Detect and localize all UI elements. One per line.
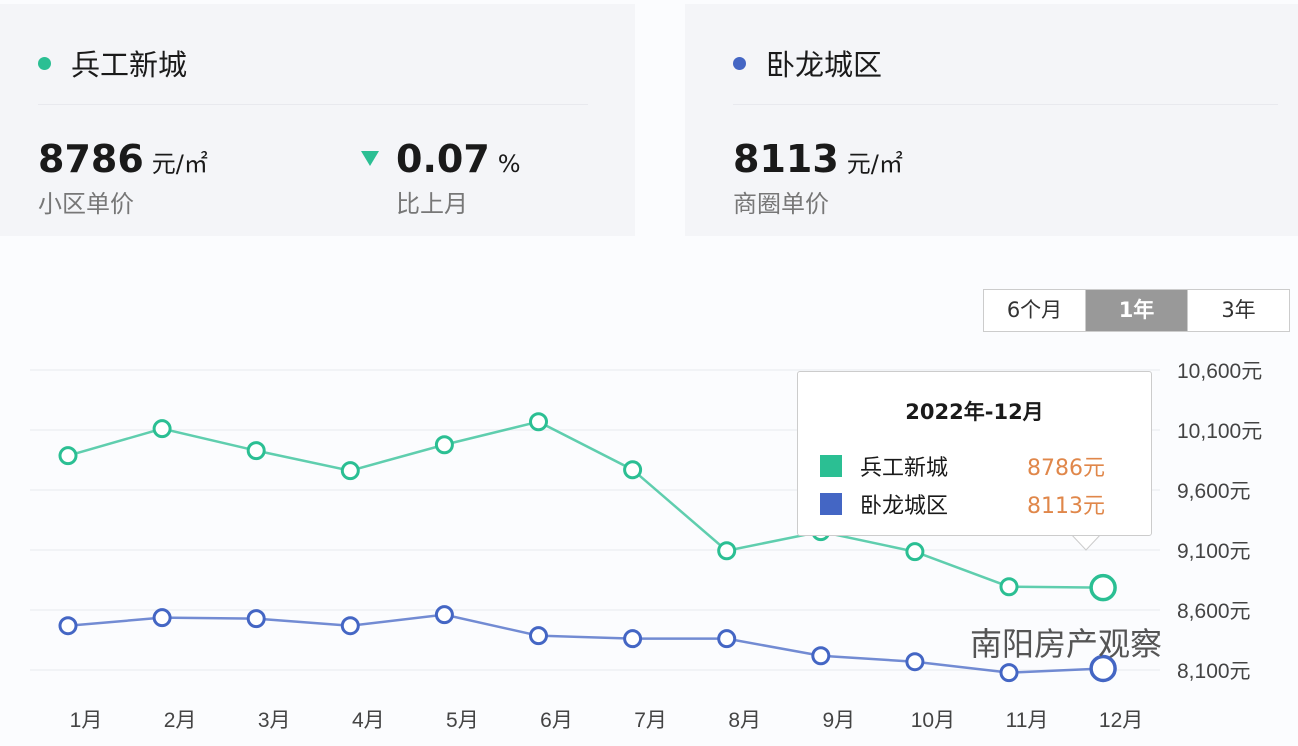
data-point: [152, 608, 172, 628]
data-point: [434, 435, 454, 455]
data-point: [340, 461, 360, 481]
data-point: [58, 616, 78, 636]
x-tick-label: 11月: [1006, 709, 1049, 732]
range-selector: 6个月 1年 3年: [983, 289, 1290, 332]
card-title: 兵工新城: [38, 42, 187, 84]
y-tick-label: 10,100元: [1177, 420, 1262, 443]
change-number: 0.07: [396, 137, 490, 181]
card-name: 卧龙城区: [766, 48, 883, 82]
x-tick-label: 3月: [258, 709, 291, 732]
card-name: 兵工新城: [71, 48, 188, 82]
y-tick-label: 9,600元: [1177, 480, 1251, 503]
x-tick-label: 4月: [352, 709, 385, 732]
legend-swatch-icon: [820, 493, 842, 515]
price-unit: 元/㎡: [846, 150, 903, 178]
price-label: 小区单价: [38, 190, 134, 218]
data-point: [529, 412, 548, 432]
x-tick-label: 6月: [540, 709, 573, 732]
y-tick-label: 10,600元: [1177, 360, 1262, 383]
x-tick-label: 7月: [634, 709, 667, 732]
data-point: [811, 646, 831, 666]
price-number: 8786: [38, 137, 144, 181]
data-point: [999, 663, 1019, 683]
legend-swatch-icon: [820, 455, 842, 477]
series-line: [67, 613, 1104, 674]
card-wolong: 卧龙城区 8113 元/㎡ 商圈单价: [685, 4, 1298, 236]
y-tick-label: 8,100元: [1177, 660, 1251, 683]
down-triangle-icon: [361, 151, 379, 166]
data-point: [717, 541, 737, 561]
data-point: [246, 609, 266, 629]
data-point: [623, 629, 643, 649]
x-tick-label: 9月: [822, 709, 855, 732]
price-label: 商圈单价: [733, 190, 829, 218]
divider: [38, 104, 588, 105]
data-point: [905, 542, 925, 562]
data-point: [529, 626, 548, 646]
series-dot-icon: [38, 56, 51, 70]
change-value: 0.07%: [396, 137, 521, 181]
x-tick-label: 5月: [446, 709, 479, 732]
tooltip-pointer: [1069, 532, 1103, 551]
price-number: 8113: [733, 137, 839, 181]
change-label: 比上月: [396, 190, 468, 218]
tooltip-series-value: 8786元: [1027, 456, 1105, 481]
series-line: [67, 420, 1104, 589]
price-unit: 元/㎡: [151, 150, 208, 178]
data-point: [434, 605, 454, 625]
data-point: [623, 460, 643, 480]
data-point: [152, 419, 172, 439]
card-bingong: 兵工新城 8786 元/㎡ 小区单价 0.07% 比上月: [0, 4, 635, 236]
data-point: [999, 577, 1019, 597]
y-tick-label: 8,600元: [1177, 600, 1251, 623]
price-value: 8786 元/㎡: [38, 137, 208, 181]
divider: [733, 104, 1278, 105]
x-tick-label: 1月: [70, 709, 103, 732]
tooltip-title: 2022年-12月: [905, 400, 1044, 424]
data-point: [905, 652, 925, 672]
data-point: [246, 441, 266, 461]
tooltip-series-value: 8113元: [1027, 494, 1105, 519]
x-tick-label: 2月: [164, 709, 197, 732]
card-title: 卧龙城区: [733, 42, 882, 84]
chart-tooltip: 2022年-12月 兵工新城 8786元 卧龙城区 8113元: [797, 371, 1152, 536]
data-point: [1089, 573, 1117, 602]
tooltip-series-name: 卧龙城区: [860, 494, 949, 519]
tab-3-years[interactable]: 3年: [1221, 298, 1256, 322]
change-unit: %: [497, 150, 521, 178]
data-point: [717, 629, 737, 649]
tooltip-series-name: 兵工新城: [860, 456, 949, 481]
tooltip-row: 兵工新城 8786元: [820, 450, 1120, 482]
x-tick-label: 12月: [1099, 709, 1143, 732]
series-dot-icon: [733, 56, 746, 70]
x-tick-label: 8月: [728, 709, 761, 732]
watermark: 南阳房产观察: [970, 625, 1163, 663]
data-point: [58, 446, 78, 466]
data-point: [340, 616, 360, 636]
x-tick-label: 10月: [911, 709, 955, 732]
y-tick-label: 9,100元: [1177, 540, 1251, 563]
tab-6-months[interactable]: 6个月: [984, 290, 1086, 331]
tooltip-row: 卧龙城区 8113元: [820, 488, 1120, 520]
tab-1-year[interactable]: 1年: [1086, 290, 1188, 331]
price-value: 8113 元/㎡: [733, 137, 903, 181]
data-point: [1089, 654, 1117, 683]
